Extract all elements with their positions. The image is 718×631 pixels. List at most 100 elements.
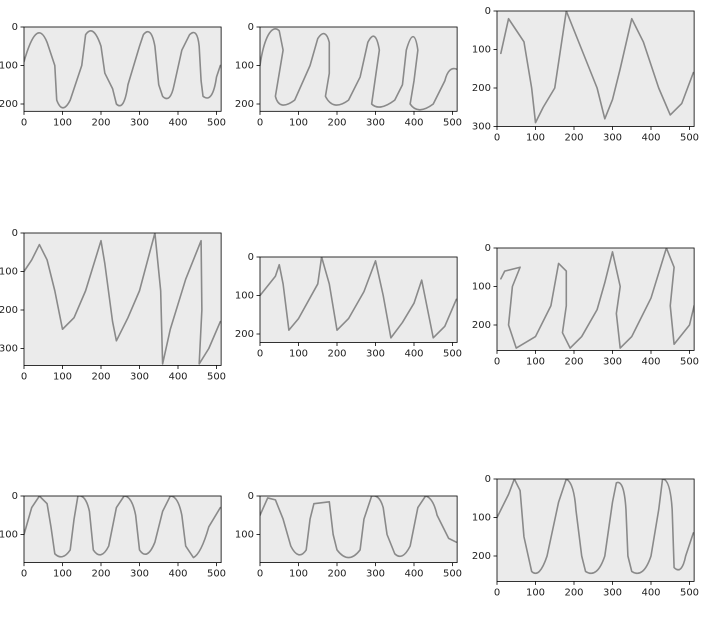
x-tick-label: 400 <box>641 133 660 144</box>
x-tick-label: 200 <box>564 133 583 144</box>
x-tick-label: 200 <box>564 356 583 367</box>
handwriting-stroke <box>24 496 220 558</box>
image-content <box>497 479 693 573</box>
x-tick-label: 100 <box>289 117 308 128</box>
x-tick-label: 500 <box>680 133 699 144</box>
x-tick-label: 300 <box>130 371 149 382</box>
image-content <box>260 29 457 110</box>
x-tick-label: 200 <box>564 587 583 598</box>
y-tick-label: 200 <box>0 305 18 316</box>
x-tick-label: 300 <box>603 587 622 598</box>
image-frame <box>496 478 695 582</box>
image-background <box>24 496 222 563</box>
x-tick-label: 500 <box>207 569 226 580</box>
x-tick-label: 400 <box>404 117 423 128</box>
y-tick-label: 100 <box>472 513 491 524</box>
handwriting-stroke <box>24 31 220 108</box>
x-tick-label: 500 <box>443 569 462 580</box>
x-tick-label: 200 <box>91 371 110 382</box>
image-frame <box>259 495 458 564</box>
y-tick-label: 100 <box>0 61 18 72</box>
x-tick-label: 500 <box>680 356 699 367</box>
x-tick-label: 300 <box>603 133 622 144</box>
y-tick-label: 100 <box>472 45 491 56</box>
y-tick-label: 0 <box>485 474 491 485</box>
x-tick-label: 100 <box>526 133 545 144</box>
y-tick-label: 0 <box>485 6 491 17</box>
y-tick-label: 200 <box>472 83 491 94</box>
y-tick-label: 200 <box>235 99 254 110</box>
image-content <box>24 233 220 364</box>
x-tick-label: 0 <box>21 371 27 382</box>
y-tick-label: 0 <box>248 252 254 263</box>
x-tick-label: 200 <box>327 117 346 128</box>
handwriting-stroke <box>24 233 220 364</box>
x-tick-label: 300 <box>130 569 149 580</box>
image-content <box>260 257 456 338</box>
x-tick-label: 300 <box>130 117 149 128</box>
y-tick-label: 100 <box>235 61 254 72</box>
x-tick-label: 100 <box>53 117 72 128</box>
y-tick-label: 100 <box>472 282 491 293</box>
image-background <box>497 11 695 127</box>
x-tick-label: 100 <box>289 348 308 359</box>
image-frame <box>23 26 222 112</box>
image-frame <box>259 26 458 112</box>
x-tick-label: 500 <box>207 371 226 382</box>
x-tick-label: 500 <box>207 117 226 128</box>
y-tick-label: 200 <box>235 329 254 340</box>
y-tick-label: 0 <box>12 22 18 33</box>
y-tick-label: 300 <box>0 344 18 355</box>
handwriting-stroke <box>260 29 457 110</box>
x-tick-label: 300 <box>366 117 385 128</box>
x-tick-label: 100 <box>53 569 72 580</box>
y-tick-label: 0 <box>248 491 254 502</box>
y-tick-label: 200 <box>472 551 491 562</box>
x-tick-label: 400 <box>641 587 660 598</box>
y-tick-label: 200 <box>0 99 18 110</box>
x-tick-label: 0 <box>257 117 263 128</box>
x-tick-label: 0 <box>21 117 27 128</box>
x-tick-label: 0 <box>494 587 500 598</box>
y-tick-label: 100 <box>235 291 254 302</box>
image-frame <box>23 232 222 366</box>
handwriting-stroke <box>260 257 456 338</box>
image-background <box>497 479 695 582</box>
x-tick-label: 300 <box>366 348 385 359</box>
x-tick-label: 300 <box>603 356 622 367</box>
x-tick-label: 0 <box>21 569 27 580</box>
x-tick-label: 200 <box>91 117 110 128</box>
image-content <box>501 248 694 348</box>
image-content <box>501 11 694 123</box>
x-tick-label: 400 <box>168 117 187 128</box>
y-tick-label: 0 <box>248 22 254 33</box>
x-tick-label: 300 <box>366 569 385 580</box>
x-tick-label: 100 <box>526 587 545 598</box>
y-tick-label: 100 <box>0 267 18 278</box>
y-tick-label: 100 <box>235 530 254 541</box>
x-tick-label: 500 <box>680 587 699 598</box>
x-tick-label: 100 <box>53 371 72 382</box>
y-tick-label: 0 <box>485 243 491 254</box>
x-tick-label: 400 <box>404 348 423 359</box>
x-tick-label: 400 <box>168 371 187 382</box>
image-content <box>24 496 220 558</box>
x-tick-label: 400 <box>404 569 423 580</box>
x-tick-label: 0 <box>494 133 500 144</box>
handwriting-stroke <box>501 248 694 348</box>
x-tick-label: 200 <box>327 348 346 359</box>
y-tick-label: 200 <box>472 320 491 331</box>
image-background <box>260 27 458 112</box>
image-content <box>24 31 220 108</box>
x-tick-label: 100 <box>526 356 545 367</box>
image-frame <box>259 256 458 343</box>
image-frame <box>496 10 695 127</box>
x-tick-label: 400 <box>168 569 187 580</box>
image-background <box>24 27 222 112</box>
image-background <box>497 248 695 351</box>
x-tick-label: 500 <box>443 348 462 359</box>
y-tick-label: 300 <box>472 122 491 133</box>
image-background <box>24 233 222 366</box>
image-frame <box>23 495 222 564</box>
